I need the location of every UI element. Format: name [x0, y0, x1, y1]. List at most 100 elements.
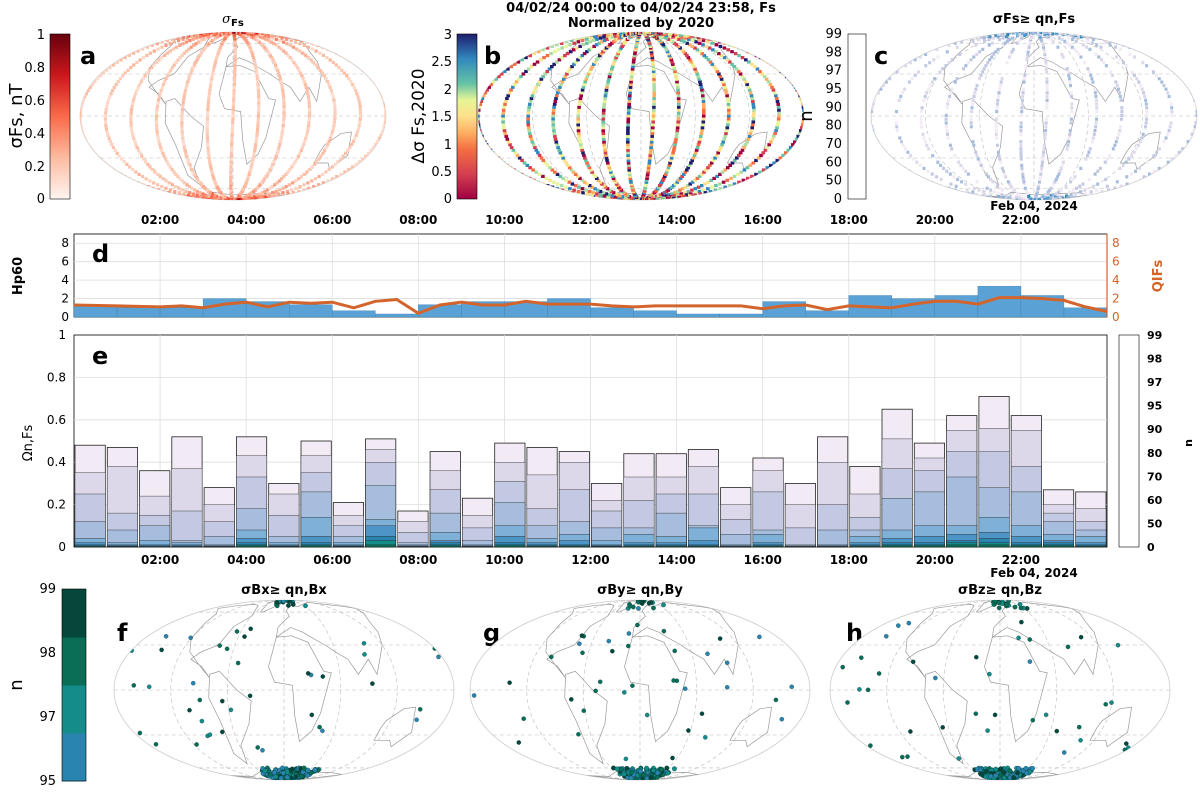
cbar-a-tick: 0.6	[24, 94, 45, 109]
cbar-c-tick: 99	[825, 27, 842, 42]
panel-a-map	[79, 31, 387, 201]
time-tick-bottom: 08:00	[399, 553, 437, 567]
hp60-bar	[590, 307, 634, 318]
panel-e-ytick: 1	[58, 328, 66, 342]
cbar-c-tick: 80	[825, 119, 842, 134]
svg-text:2.5: 2.5	[431, 55, 452, 70]
hp60-bar	[676, 313, 720, 318]
cbar-b-label: Δσ Fs,2020	[409, 68, 429, 163]
panel-e-date: Feb 04, 2024	[990, 566, 1077, 580]
cbar-fgh-tick: 99	[39, 582, 56, 597]
time-tick-top: 20:00	[916, 213, 954, 227]
time-tick-top: 12:00	[571, 213, 609, 227]
cbar-c-label: n	[796, 110, 817, 121]
panel-d-ytick-right: 4	[1112, 273, 1120, 287]
panel-e-ytick: 0.8	[47, 370, 66, 384]
cbar-e-tick: 50	[1147, 517, 1163, 530]
panel-e-plot: 02:00 04:00 06:00 08:00 10:00 12:00 14:00 16:00…	[47, 328, 1108, 567]
panel-c-map	[870, 31, 1198, 201]
panel-b-letter: b	[484, 42, 501, 70]
panel-e-ylabel: Ωn,Fs	[21, 424, 36, 461]
panel-g-title: σBy≥ qn,By	[597, 583, 683, 598]
omega-bar-segment	[817, 529, 848, 548]
cbar-c-tick: 70	[825, 137, 842, 152]
cbar-e-tick: 99	[1147, 329, 1162, 342]
cbar-fgh-tick: 98	[39, 646, 56, 661]
figure-title: 04/02/24 00:00 to 04/02/24 23:58, Fs	[506, 1, 776, 16]
omega-bar-segment	[1011, 545, 1042, 548]
panel-d-ylabel-right: QIFs	[1151, 259, 1166, 292]
time-tick-top: 08:00	[399, 213, 437, 227]
time-tick-top: 02:00	[141, 213, 179, 227]
time-tick-bottom: 20:00	[916, 553, 954, 567]
omega-bar-segment	[946, 544, 978, 548]
omega-bar-segment	[978, 544, 1010, 548]
time-tick-bottom: 22:00	[1002, 553, 1040, 567]
panel-h-map	[829, 599, 1171, 781]
cbar-e-tick: 90	[1147, 423, 1163, 436]
cbar-a-label: σFs, nT	[6, 83, 27, 149]
panel-d-ylabel: Hp60	[11, 257, 26, 295]
panel-d-ytick-right: 8	[1112, 236, 1120, 250]
cbar-e-tick: 0	[1147, 541, 1155, 554]
panel-c-date: Feb 04, 2024	[990, 199, 1077, 213]
time-tick-bottom: 02:00	[141, 553, 179, 567]
omega-bar-segment	[494, 545, 526, 548]
time-tick-top: 18:00	[830, 213, 868, 227]
time-tick-top: 14:00	[657, 213, 695, 227]
panel-d-ytick-right: 2	[1112, 292, 1120, 306]
time-tick-bottom: 18:00	[830, 553, 868, 567]
cbar-fgh-tick: 97	[39, 710, 56, 725]
cbar-fgh-tick: 95	[39, 774, 56, 789]
time-tick-top: 04:00	[227, 213, 265, 227]
hp60-bar	[547, 298, 591, 318]
panel-b-colorbar: 3 2.5 2 1.5 1 0.5 0 Δσ Fs,2020	[409, 28, 478, 207]
omega-bar-segment	[914, 545, 945, 548]
cbar-e-tick: 97	[1147, 376, 1162, 389]
panel-a-title: σFs	[222, 12, 244, 29]
svg-text:0: 0	[444, 192, 452, 207]
omega-bar-segment	[429, 545, 461, 548]
time-tick-top: 16:00	[744, 213, 782, 227]
svg-text:1: 1	[444, 138, 452, 153]
hp60-bar	[934, 295, 978, 318]
cbar-e-tick: 70	[1147, 470, 1163, 483]
omega-bar-segment	[365, 544, 396, 548]
panel-h-title: σBz≥ qn,Bz	[958, 583, 1042, 598]
cbar-a-tick: 1	[37, 28, 45, 43]
panel-d-letter: d	[92, 240, 109, 268]
qi-line	[73, 296, 1108, 315]
time-tick-bottom: 12:00	[571, 553, 609, 567]
time-tick-top: 10:00	[485, 213, 523, 227]
svg-text:2: 2	[444, 83, 452, 98]
hp60-bar	[633, 310, 677, 318]
panel-e-ytick: 0.2	[47, 498, 66, 512]
cbar-c-tick: 0	[834, 192, 842, 207]
cbar-c-tick: 50	[825, 174, 842, 189]
time-tick-bottom: 14:00	[657, 553, 695, 567]
cbar-fgh-label: n	[6, 679, 27, 690]
cbar-e-label: n	[1182, 439, 1195, 447]
cbar-e-tick: 95	[1147, 400, 1162, 413]
cbar-c-tick: 90	[825, 100, 842, 115]
panel-a-letter: a	[80, 42, 96, 70]
hp60-bar	[289, 304, 333, 318]
cbar-c-tick: 60	[825, 155, 842, 170]
hp60-bar	[805, 310, 849, 318]
cbar-c-tick: 97	[825, 64, 842, 79]
panel-d-plot: 8 8 6 6 4 4 2 2 0 0 02:00 04:00 06:00 08:00 10:00 12:00…	[61, 213, 1119, 324]
panel-c-colorbar: 99 98 97 95 90 80 70 60 50 0	[825, 27, 867, 207]
panel-d-ytick: 8	[61, 236, 69, 250]
panel-e-ytick: 0	[58, 540, 66, 554]
cbar-e-tick: 98	[1147, 353, 1162, 366]
omega-bar-segment	[1043, 545, 1074, 548]
time-tick-bottom: 06:00	[313, 553, 351, 567]
panel-fgh-colorbar: 99 98 97 95	[39, 582, 87, 789]
time-tick-top: 06:00	[313, 213, 351, 227]
panel-f-letter: f	[117, 619, 128, 647]
panel-d-ytick-right: 0	[1112, 310, 1120, 324]
panel-a-colorbar: 1 0.8 0.6 0.4 0.2 0 σFs, nT	[6, 28, 71, 207]
figure-subtitle: Normalized by 2020	[568, 16, 714, 31]
cbar-a-tick: 0.8	[24, 61, 45, 76]
